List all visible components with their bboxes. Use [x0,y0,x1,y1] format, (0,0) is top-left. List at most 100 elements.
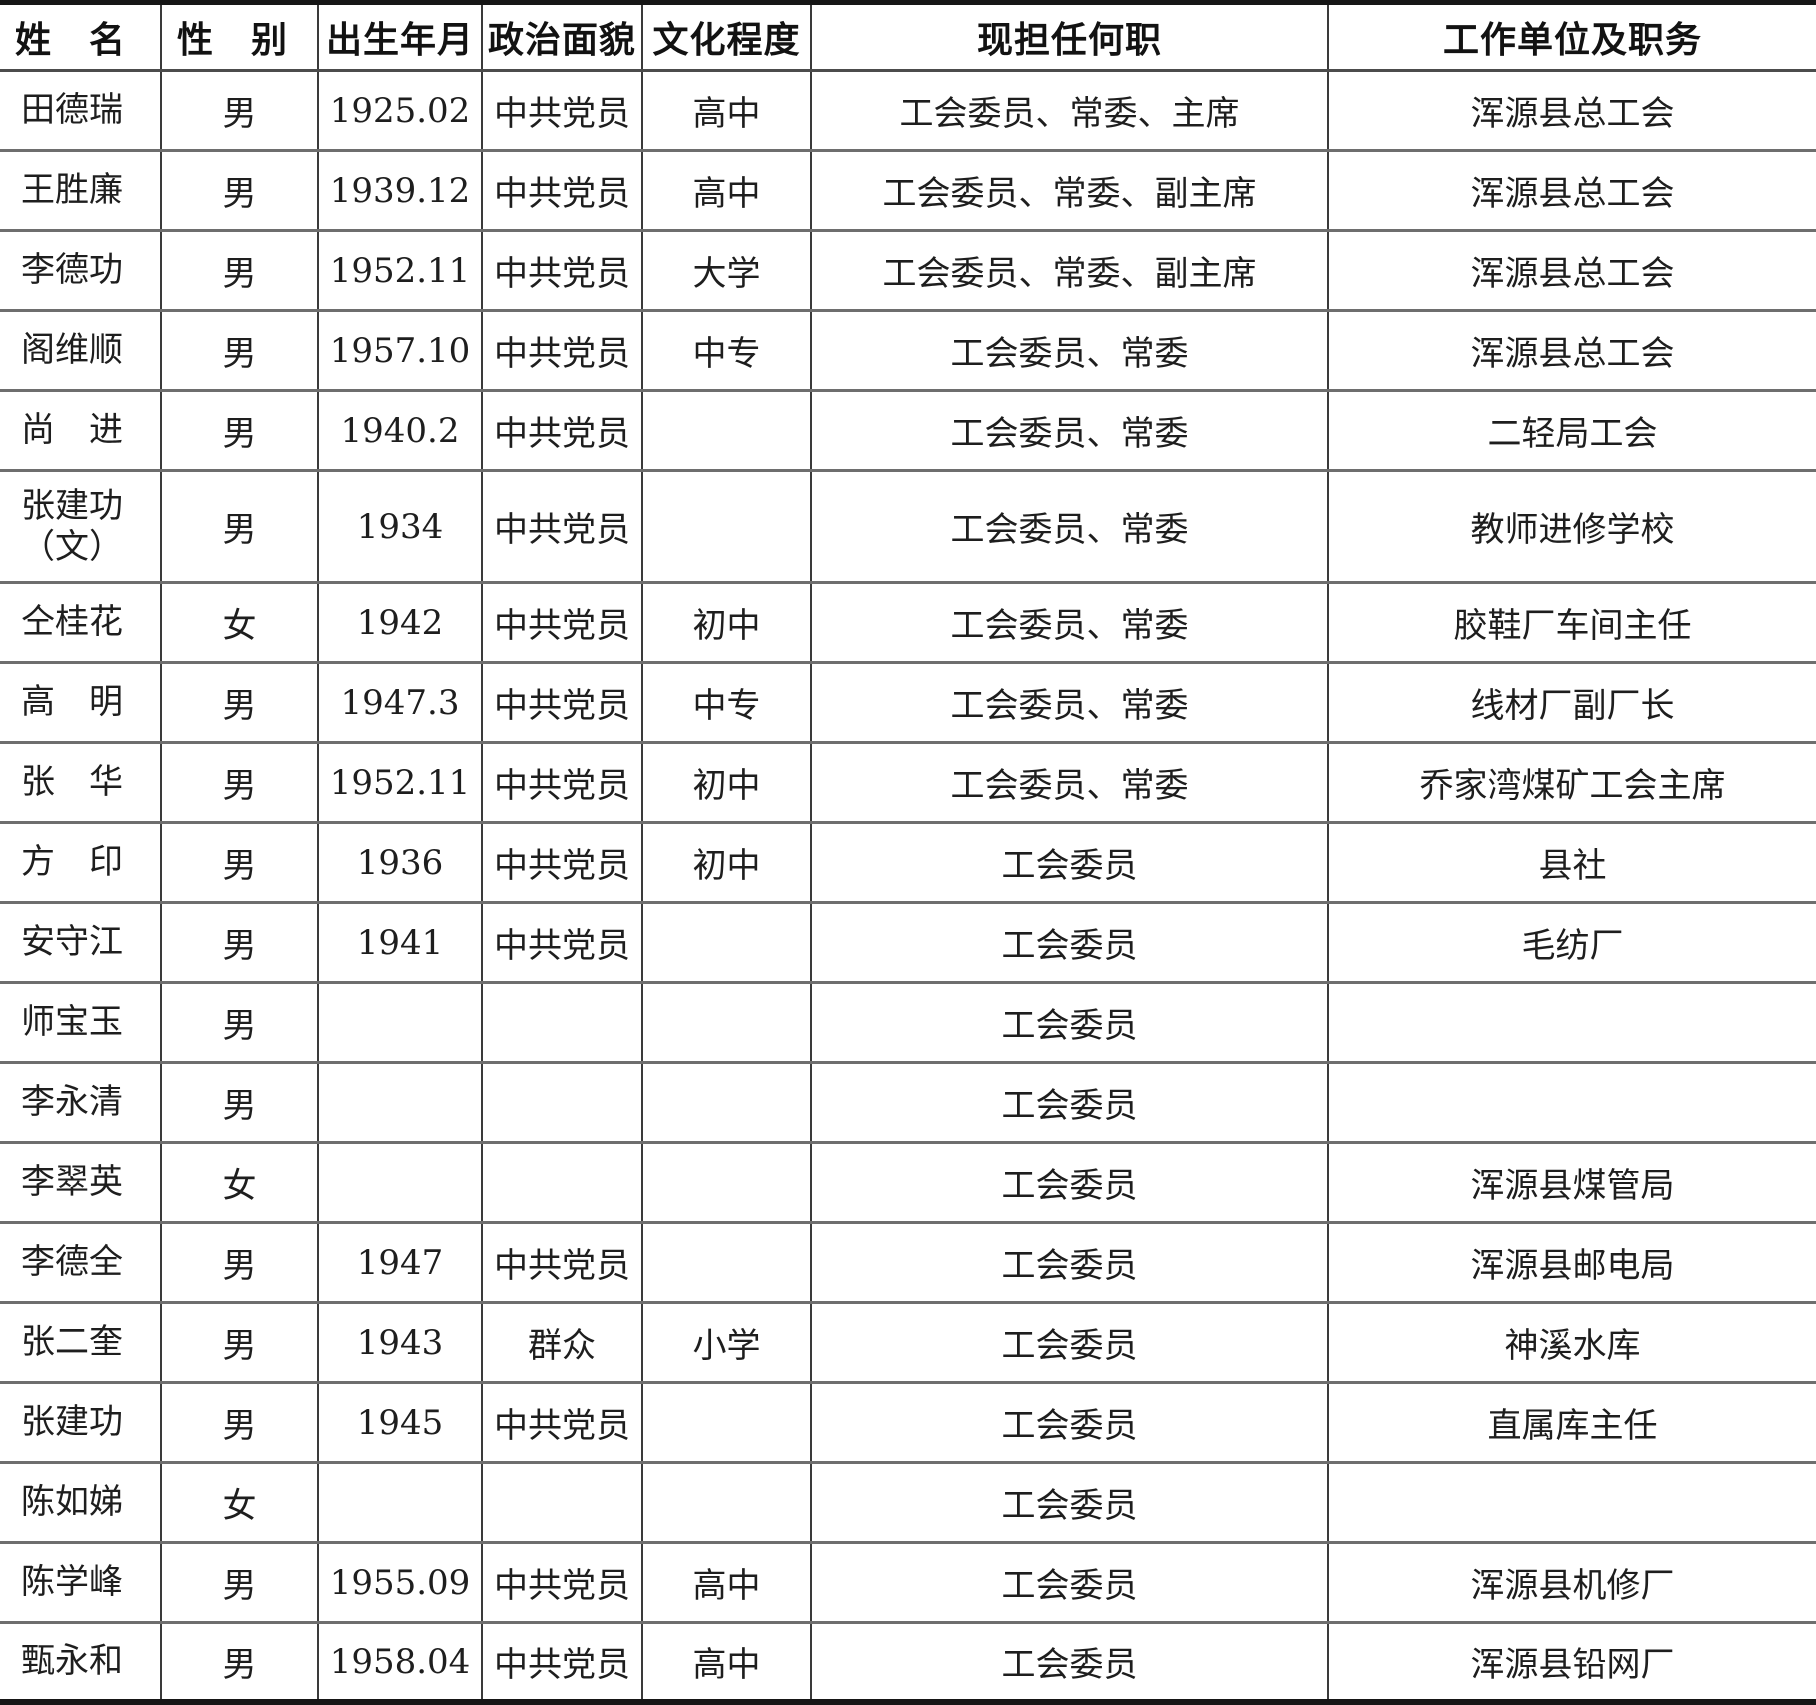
cell-work-unit [1328,1061,1816,1143]
cell-work-unit: 浑源县总工会 [1328,309,1816,391]
cell-political-status: 中共党员 [482,389,643,471]
cell-name: 田德瑞 [0,70,162,151]
cell-gender: 男 [161,1621,319,1703]
cell-gender: 男 [161,1221,319,1303]
cell-gender: 男 [161,981,319,1063]
table-body: 田德瑞男 1925.02 中共党员 高中 工会委员、常委、主席 浑源县总工会 王胜廉男 193… [0,70,1816,1703]
cell-gender: 女 [161,581,319,663]
table-row: 李永清男 工会委员 [0,1061,1816,1143]
cell-gender: 男 [161,1541,319,1623]
cell-education [642,1221,812,1303]
cell-name: 高 明 [0,661,162,743]
cell-gender: 男 [161,149,319,231]
table-row: 甄永和男 1958.04 中共党员 高中 工会委员 浑源县铅网厂 [0,1621,1816,1703]
table-row: 方 印男 1936 中共党员 初中 工会委员 县社 [0,821,1816,903]
cell-work-unit: 二轻局工会 [1328,389,1816,471]
cell-education: 初中 [642,741,812,823]
table-row: 陈学峰男 1955.09 中共党员 高中 工会委员 浑源县机修厂 [0,1541,1816,1623]
cell-name: 陈如娣 [0,1461,162,1543]
table-row: 张建功男 1945 中共党员 工会委员 直属库主任 [0,1381,1816,1463]
cell-current-position: 工会委员 [811,1541,1329,1623]
table-row: 田德瑞男 1925.02 中共党员 高中 工会委员、常委、主席 浑源县总工会 [0,70,1816,151]
table-row: 李翠英女 工会委员 浑源县煤管局 [0,1141,1816,1223]
cell-education: 高中 [642,149,812,231]
cell-name: 李德全 [0,1221,162,1303]
cell-work-unit: 胶鞋厂车间主任 [1328,581,1816,663]
table-row: 李德全男 1947 中共党员 工会委员 浑源县邮电局 [0,1221,1816,1303]
cell-birth-date: 1940.2 [318,389,483,471]
cell-gender: 男 [161,661,319,743]
cell-current-position: 工会委员 [811,1301,1329,1383]
cell-birth-date: 1942 [318,581,483,663]
cell-work-unit: 教师进修学校 [1328,469,1816,583]
cell-birth-date: 1941 [318,901,483,983]
cell-political-status: 中共党员 [482,229,643,311]
cell-birth-date [318,981,483,1063]
cell-current-position: 工会委员、常委 [811,661,1329,743]
table-header: 姓 名性 别出生年月 政治面貌 文化程度 现担任何职 工作单位及职务 [0,2,1816,72]
cell-name: 师宝玉 [0,981,162,1063]
cell-education: 大学 [642,229,812,311]
cell-current-position: 工会委员 [811,1381,1329,1463]
cell-name: 张建功 （文） [0,469,162,583]
cell-work-unit: 浑源县机修厂 [1328,1541,1816,1623]
cell-name: 张建功 [0,1381,162,1463]
cell-name: 尚 进 [0,389,162,471]
cell-political-status [482,981,643,1063]
cell-education: 初中 [642,821,812,903]
cell-education [642,1061,812,1143]
cell-gender: 男 [161,821,319,903]
cell-current-position: 工会委员 [811,1061,1329,1143]
cell-name: 张二奎 [0,1301,162,1383]
cell-work-unit: 神溪水库 [1328,1301,1816,1383]
cell-gender: 男 [161,741,319,823]
column-header-work-unit: 工作单位及职务 [1328,2,1816,72]
table-row: 陈如娣女 工会委员 [0,1461,1816,1543]
column-header-education: 文化程度 [642,2,812,72]
cell-political-status: 中共党员 [482,70,643,151]
cell-birth-date: 1947.3 [318,661,483,743]
cell-name: 李永清 [0,1061,162,1143]
cell-political-status: 中共党员 [482,149,643,231]
cell-work-unit: 线材厂副厂长 [1328,661,1816,743]
cell-gender: 男 [161,1301,319,1383]
cell-gender: 男 [161,309,319,391]
cell-work-unit: 浑源县邮电局 [1328,1221,1816,1303]
cell-birth-date: 1958.04 [318,1621,483,1703]
cell-political-status: 中共党员 [482,1621,643,1703]
cell-education [642,901,812,983]
cell-current-position: 工会委员 [811,1461,1329,1543]
cell-birth-date: 1957.10 [318,309,483,391]
cell-political-status [482,1141,643,1223]
cell-education: 高中 [642,1541,812,1623]
cell-education: 初中 [642,581,812,663]
cell-work-unit: 县社 [1328,821,1816,903]
cell-education [642,981,812,1063]
cell-work-unit [1328,1461,1816,1543]
cell-birth-date: 1955.09 [318,1541,483,1623]
cell-political-status: 中共党员 [482,1541,643,1623]
cell-education [642,1141,812,1223]
cell-birth-date: 1945 [318,1381,483,1463]
cell-birth-date: 1947 [318,1221,483,1303]
cell-gender: 女 [161,1461,319,1543]
cell-work-unit: 毛纺厂 [1328,901,1816,983]
cell-gender: 男 [161,1381,319,1463]
cell-name: 阁维顺 [0,309,162,391]
cell-birth-date: 1925.02 [318,70,483,151]
table-row: 高 明男 1947.3 中共党员 中专 工会委员、常委 线材厂副厂长 [0,661,1816,743]
cell-name: 仝桂花 [0,581,162,663]
cell-political-status: 中共党员 [482,309,643,391]
cell-current-position: 工会委员、常委 [811,581,1329,663]
table-row: 师宝玉男 工会委员 [0,981,1816,1063]
column-header-current-position: 现担任何职 [811,2,1329,72]
cell-work-unit: 浑源县总工会 [1328,229,1816,311]
cell-gender: 男 [161,469,319,583]
cell-name: 方 印 [0,821,162,903]
table-row: 王胜廉男 1939.12 中共党员 高中 工会委员、常委、副主席 浑源县总工会 [0,149,1816,231]
cell-current-position: 工会委员 [811,1141,1329,1223]
cell-birth-date: 1939.12 [318,149,483,231]
cell-gender: 男 [161,70,319,151]
